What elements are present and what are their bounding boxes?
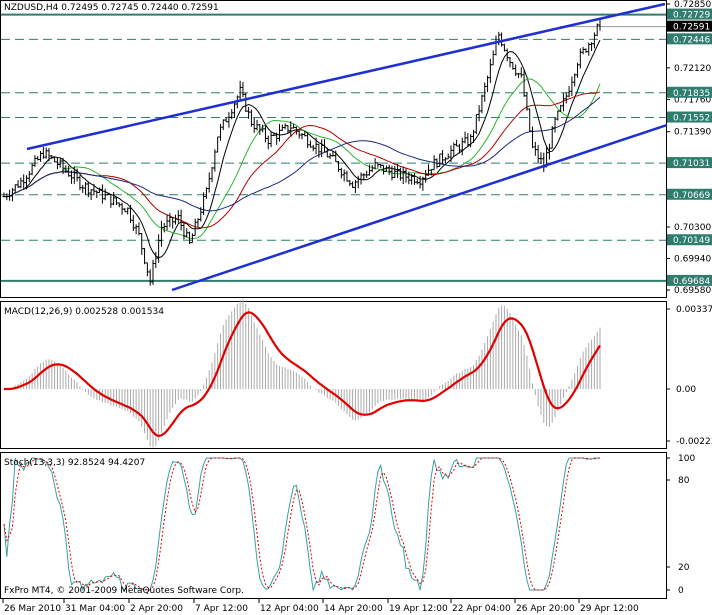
level-label-box [667, 86, 712, 98]
price-tick-label: 0.69940 [674, 255, 711, 265]
time-tick-label: 29 Apr 12:00 [580, 604, 639, 614]
macd-tick-label: 0.00337 [676, 305, 712, 315]
stoch-tick-label: 80 [678, 476, 690, 486]
time-tick-label: 26 Apr 20:00 [516, 604, 575, 614]
level-label: 0.71552 [673, 114, 710, 124]
moving-average-line [3, 91, 601, 229]
time-tick-label: 12 Apr 04:00 [260, 604, 319, 614]
level-label: 0.70149 [673, 236, 710, 246]
level-label: 0.72591 [673, 23, 710, 33]
level-label-box [667, 274, 712, 286]
price-axis: 0.72850 0.72120 0.71760 0.71390 0.70300 0.699… [666, 0, 712, 296]
level-label-box [667, 33, 712, 45]
stoch-main-line [3, 457, 600, 592]
price-tick-label: 0.71760 [674, 95, 711, 105]
time-tick-label: 26 Mar 2010 [4, 604, 61, 614]
moving-averages [3, 39, 601, 259]
price-tick-label: 0.72850 [674, 0, 711, 10]
price-tick-label: 0.71390 [674, 128, 711, 138]
stoch-tick-label: 20 [678, 563, 690, 573]
level-label-box [667, 20, 712, 32]
level-label: 0.69684 [673, 277, 710, 287]
level-label: 0.71031 [673, 159, 710, 169]
trend-channel [26, 2, 668, 292]
level-label-box [667, 111, 712, 123]
level-label: 0.70669 [673, 191, 710, 201]
time-tick-label: 19 Apr 12:00 [389, 604, 448, 614]
macd-signal-line [4, 311, 601, 438]
channel-upper-line [26, 2, 666, 151]
level-label: 0.72729 [673, 11, 710, 21]
macd-axis: 0.00337 0.00 -0.00223 [666, 305, 712, 447]
price-bars [2, 18, 602, 286]
copyright-text: FxPro MT4, © 2001-2009 MetaQuotes Softwa… [4, 586, 244, 596]
channel-lower-line [171, 123, 668, 292]
moving-average-line [3, 96, 601, 212]
macd-tick-label: 0.00 [676, 385, 696, 395]
price-tick-label: 0.70300 [674, 223, 711, 233]
level-label-box [667, 234, 712, 246]
level-label: 0.71835 [673, 89, 710, 99]
macd-tick-label: -0.00223 [676, 437, 712, 447]
time-tick-label: 22 Apr 04:00 [452, 604, 511, 614]
stoch-frame [0, 452, 667, 599]
stoch-signal-line [3, 457, 601, 591]
time-tick-label: 14 Apr 20:00 [324, 604, 383, 614]
stoch-tick-label: 0 [678, 586, 684, 596]
level-label: 0.72446 [673, 35, 710, 45]
level-label-box [667, 188, 712, 200]
level-label-box [667, 8, 712, 20]
time-tick-label: 7 Apr 12:00 [195, 604, 248, 614]
price-tick-label: 0.69580 [674, 286, 711, 296]
macd-frame [0, 301, 667, 449]
price-tick-label: 0.72120 [674, 64, 711, 74]
stoch-axis: 100 80 20 0 [666, 454, 695, 596]
main-chart-title: NZDUSD,H4 0.72495 0.72745 0.72440 0.7259… [4, 3, 219, 13]
stoch-tick-label: 100 [678, 454, 695, 464]
time-tick-label: 2 Apr 20:00 [130, 604, 183, 614]
macd-title: MACD(12,26,9) 0.002528 0.001534 [4, 307, 164, 317]
time-axis: 26 Mar 2010 31 Mar 04:00 2 Apr 20:00 7 Apr … [2, 599, 639, 614]
level-label-box [667, 157, 712, 169]
time-tick-label: 31 Mar 04:00 [65, 604, 125, 614]
stoch-title: Stoch(13,3,3) 92.8524 94.4207 [4, 458, 145, 468]
horizontal-levels [1, 13, 666, 282]
